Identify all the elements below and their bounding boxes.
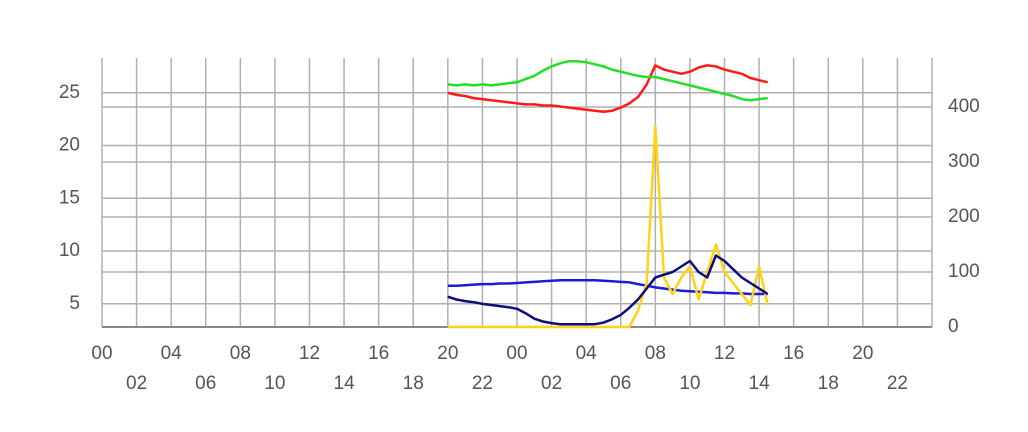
x-tick-label: 04: [161, 343, 183, 364]
x-tick-label: 12: [714, 343, 735, 364]
y-tick-label: 20: [59, 135, 80, 156]
x-tick-label: 16: [368, 343, 389, 364]
x-tick-label: 06: [610, 373, 631, 394]
x-tick-label: 18: [818, 373, 839, 394]
y2-tick-label: 100: [948, 261, 980, 282]
x-tick-label: 00: [506, 343, 527, 364]
y-tick-label: 10: [59, 240, 80, 261]
x-tick-label: 04: [576, 343, 598, 364]
x-tick-label: 20: [437, 343, 458, 364]
x-tick-label: 12: [299, 343, 320, 364]
y2-tick-label: 300: [948, 151, 980, 172]
x-tick-label: 02: [126, 373, 147, 394]
x-tick-label: 10: [679, 373, 700, 394]
x-tick-label: 10: [264, 373, 285, 394]
x-tick-label: 08: [230, 343, 251, 364]
y2-tick-label: 400: [948, 96, 980, 117]
x-tick-label: 20: [852, 343, 873, 364]
x-tick-label: 06: [195, 373, 216, 394]
x-tick-label: 16: [783, 343, 804, 364]
y2-tick-label: 200: [948, 206, 980, 227]
series-line: [447, 278, 768, 296]
y-tick-label: 5: [69, 293, 80, 314]
series-line: [447, 124, 769, 329]
series-line: [447, 59, 768, 102]
y-tick-label: 25: [59, 82, 80, 103]
y-tick-label: 15: [59, 187, 80, 208]
x-tick-label: 08: [645, 343, 666, 364]
y2-tick-label: 0: [948, 316, 959, 337]
x-tick-label: 18: [403, 373, 424, 394]
series-line: [447, 254, 769, 326]
x-tick-label: 22: [887, 373, 908, 394]
series-line: [447, 64, 768, 114]
x-tick-label: 00: [91, 343, 112, 364]
x-tick-label: 14: [749, 373, 771, 394]
x-tick-label: 14: [334, 373, 356, 394]
x-tick-label: 02: [541, 373, 562, 394]
x-tick-label: 22: [472, 373, 493, 394]
